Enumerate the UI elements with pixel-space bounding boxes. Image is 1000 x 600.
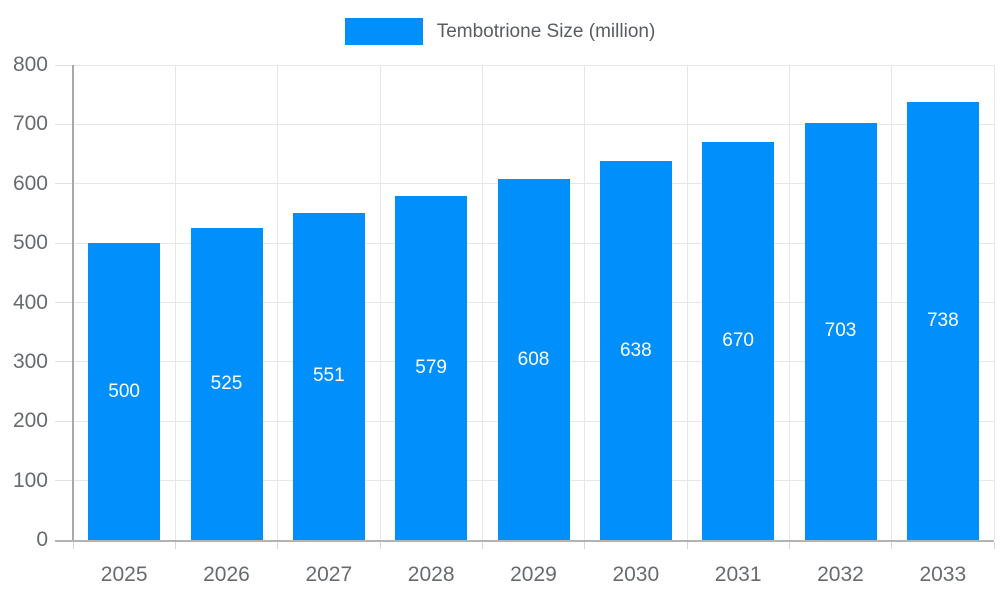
x-axis-tick (584, 542, 586, 549)
x-axis-label: 2032 (817, 563, 864, 586)
x-gridline (993, 65, 995, 540)
x-gridline (379, 65, 381, 540)
y-axis-tick (55, 123, 73, 125)
x-axis-tick (277, 542, 279, 549)
y-gridline (73, 123, 994, 125)
y-axis-label: 200 (12, 409, 48, 433)
bar-2028[interactable] (395, 196, 468, 540)
x-axis-tick (72, 542, 74, 549)
y-axis-tick (55, 302, 73, 303)
bar-value-label: 670 (722, 330, 754, 352)
bar-value-label: 500 (108, 380, 140, 402)
x-axis-tick (788, 542, 790, 549)
legend-swatch-icon (344, 18, 423, 45)
bar-2026[interactable] (190, 228, 263, 540)
x-gridline (277, 65, 279, 540)
x-axis-tick (174, 542, 176, 549)
x-axis-tick (481, 542, 483, 549)
x-gridline (174, 65, 176, 540)
y-axis-line (72, 65, 74, 540)
chart-legend[interactable]: Tembotrione Size (million) (0, 18, 1000, 45)
bar-value-label: 638 (619, 339, 652, 361)
y-axis-tick (55, 361, 73, 363)
x-axis-label: 2026 (203, 563, 250, 586)
y-axis-tick (55, 420, 73, 422)
x-axis-tick (993, 542, 995, 549)
y-axis-tick (55, 480, 73, 482)
x-axis-label: 2030 (612, 563, 660, 586)
y-axis-tick (55, 64, 73, 66)
x-axis-label: 2028 (407, 563, 455, 586)
y-axis-label: 600 (12, 171, 48, 195)
y-axis-label: 700 (12, 112, 48, 136)
x-axis-label: 2031 (714, 563, 762, 586)
bar-value-label: 608 (517, 348, 550, 370)
bar-value-label: 551 (312, 365, 345, 387)
x-gridline (686, 65, 688, 540)
x-axis-label: 2029 (510, 563, 557, 586)
x-axis-line (55, 540, 994, 542)
bar-value-label: 525 (210, 373, 243, 395)
x-axis-label: 2033 (919, 563, 967, 586)
bar-2033[interactable] (906, 101, 979, 540)
y-axis-tick (55, 242, 73, 244)
x-axis-tick (686, 542, 688, 549)
y-axis-label: 800 (12, 53, 48, 76)
x-gridline (891, 65, 893, 540)
y-axis-tick (55, 183, 73, 185)
x-axis-tick (379, 542, 381, 549)
y-axis-label: 500 (12, 231, 48, 255)
x-gridline (584, 65, 586, 540)
bar-2030[interactable] (599, 161, 672, 540)
x-gridline (481, 65, 483, 540)
y-axis-label: 100 (12, 468, 48, 492)
x-gridline (788, 65, 790, 540)
y-axis-label: 400 (12, 290, 48, 314)
y-gridline (73, 64, 994, 66)
x-axis-label: 2027 (305, 563, 353, 586)
x-axis-label: 2025 (100, 563, 148, 586)
y-axis-label: 300 (12, 349, 48, 373)
bar-2027[interactable] (292, 212, 365, 540)
bar-value-label: 703 (824, 320, 857, 342)
legend-label: Tembotrione Size (million) (436, 20, 656, 42)
bar-2032[interactable] (804, 122, 877, 540)
bar-2031[interactable] (702, 142, 775, 540)
bar-2029[interactable] (497, 179, 570, 540)
x-axis-tick (891, 542, 893, 549)
bar-2025[interactable] (88, 243, 161, 540)
bar-value-label: 579 (415, 357, 447, 379)
y-axis-label: 0 (36, 528, 48, 551)
bar-value-label: 738 (926, 309, 959, 331)
